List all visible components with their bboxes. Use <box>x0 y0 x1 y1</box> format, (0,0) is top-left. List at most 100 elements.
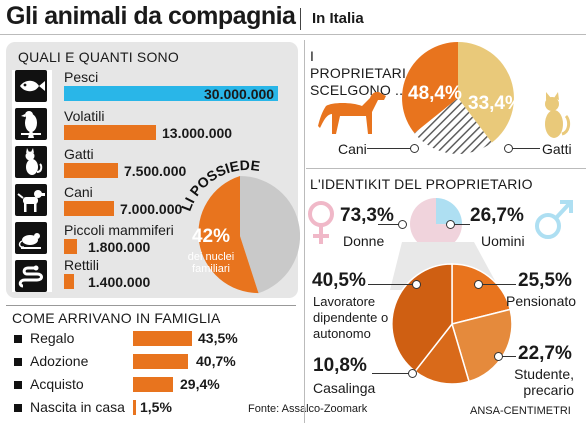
cat-illustration-icon <box>545 92 571 138</box>
identikit-donne-pct: 73,3% <box>340 205 394 226</box>
casalinga-leader-dot <box>408 369 417 378</box>
identikit-rule <box>306 168 586 169</box>
snake-icon <box>15 260 47 292</box>
arrivano-rule <box>6 305 296 306</box>
header-rule <box>0 34 586 35</box>
lavoratore-leader-line <box>368 284 414 285</box>
identikit-heading: L'IDENTIKIT DEL PROPRIETARIO <box>310 176 533 192</box>
arrivano-label-adozione: Adozione <box>30 353 89 369</box>
identikit-casalinga-label: Casalinga <box>313 380 376 396</box>
title-divider <box>300 8 301 30</box>
arrivano-label-regalo: Regalo <box>30 330 75 346</box>
identikit-lavoratore-pct: 40,5% <box>312 270 366 291</box>
possiede-pct: 42% <box>191 226 231 247</box>
page-subtitle: In Italia <box>312 10 364 27</box>
proprietari-pie <box>402 42 514 154</box>
quanti-value-cani: 7.000.000 <box>120 201 183 217</box>
quanti-value-gatti: 7.500.000 <box>124 163 187 179</box>
arrivano-bullet <box>14 335 22 343</box>
mouse-icon <box>15 222 47 254</box>
cat-icon <box>15 146 47 178</box>
identikit-casalinga-pct: 10,8% <box>313 355 367 376</box>
donne-leader-dot <box>398 220 407 229</box>
identikit-donne-label: Donne <box>343 233 385 249</box>
gender-slice-uomini <box>436 198 463 225</box>
quanti-bar-cani <box>64 201 114 216</box>
occupation-slice-pensionato <box>451 263 512 325</box>
identikit-studente-label: Studente, precario <box>514 366 574 398</box>
credit: ANSA-CENTIMETRI <box>470 405 571 417</box>
arrivano-bar-regalo <box>133 331 192 346</box>
possiede-slice-rest <box>240 176 300 294</box>
identikit-uomini-pct: 26,7% <box>470 205 524 226</box>
proprietari-heading: I PROPRIETARI SCELGONO ... <box>310 48 408 98</box>
proprietari-slice-gatti <box>458 42 514 143</box>
arrivano-bullet <box>14 404 22 412</box>
gatti-leader-line <box>510 148 540 149</box>
occupation-slice-studente <box>451 308 512 383</box>
identikit-lavoratore-label: Lavoratore dipendente o autonomo <box>313 294 389 341</box>
quanti-label-pesci: Pesci <box>64 69 99 85</box>
fish-icon <box>15 70 47 102</box>
arrivano-label-nascita: Nascita in casa <box>30 399 125 415</box>
arrivano-bar-adozione <box>133 354 188 369</box>
pensionato-leader-line <box>480 284 516 285</box>
quanti-bar-pesci <box>64 86 278 101</box>
quanti-bar-gatti <box>64 163 118 178</box>
studente-leader-line <box>500 356 516 357</box>
identikit-pensionato-label: Pensionato <box>506 293 577 309</box>
icon-column <box>12 70 52 292</box>
gatti-leader-dot <box>504 144 513 153</box>
quanti-label-cani: Cani <box>64 184 93 200</box>
arrivano-bar-acquisto <box>133 377 173 392</box>
arrivano-bar-nascita <box>133 400 136 415</box>
quanti-label-piccoli-mammiferi: Piccoli mammiferi <box>64 222 174 238</box>
possiede-pie: LI POSSIEDE <box>180 160 300 294</box>
proprietari-cani-pct: 48,4% <box>408 83 462 104</box>
donne-leader-line <box>378 224 400 225</box>
possiede-text: dei nuclei familiari <box>187 251 235 275</box>
page-title: Gli animali da compagnia <box>6 2 296 30</box>
quanti-bar-rettili <box>64 274 74 289</box>
gender-slice-donne <box>410 198 462 250</box>
quanti-value-rettili: 1.400.000 <box>88 274 151 290</box>
dog-illustration-icon <box>318 91 386 134</box>
quanti-label-gatti: Gatti <box>64 146 94 162</box>
arrivano-label-acquisto: Acquisto <box>30 376 84 392</box>
possiede-slice-42 <box>198 176 259 294</box>
arrivano-value-acquisto: 29,4% <box>180 376 220 392</box>
uomini-leader-dot <box>446 220 455 229</box>
proprietari-gatti-label: Gatti <box>542 141 572 157</box>
lavoratore-leader-dot <box>412 280 421 289</box>
proprietari-gatti-pct: 33,4% <box>468 93 522 114</box>
casalinga-leader-line <box>372 373 410 374</box>
identikit-pensionato-pct: 25,5% <box>518 270 572 291</box>
cani-leader-dot <box>410 144 419 153</box>
quanti-bar-volatili <box>64 125 156 140</box>
quanti-label-rettili: Rettili <box>64 257 100 273</box>
occupation-pie <box>392 263 512 385</box>
proprietari-slice-cani <box>402 42 458 134</box>
arrivano-bullet <box>14 381 22 389</box>
studente-leader-dot <box>494 352 503 361</box>
quanti-value-pesci: 30.000.000 <box>204 86 275 102</box>
identikit-uomini-label: Uomini <box>481 233 525 249</box>
arrivano-heading: COME ARRIVANO IN FAMIGLIA <box>12 310 221 326</box>
quanti-bar-piccoli-mammiferi <box>64 239 77 254</box>
cani-leader-line <box>367 148 411 149</box>
female-symbol-icon <box>308 201 334 244</box>
bird-icon <box>15 108 47 140</box>
arrivano-value-adozione: 40,7% <box>196 353 236 369</box>
arrivano-bullet <box>14 358 22 366</box>
quanti-value-volatili: 13.000.000 <box>162 125 233 141</box>
quanti-value-piccoli-mammiferi: 1.800.000 <box>88 239 151 255</box>
proprietari-cani-label: Cani <box>338 141 367 157</box>
pensionato-leader-dot <box>474 280 483 289</box>
uomini-leader-line <box>452 224 470 225</box>
quanti-label-volatili: Volatili <box>64 108 105 124</box>
quanti-heading: QUALI E QUANTI SONO <box>18 49 179 65</box>
proprietari-slice-altro <box>414 98 492 154</box>
gender-pie <box>410 198 463 250</box>
male-symbol-icon <box>535 200 573 239</box>
dog-icon <box>15 184 47 216</box>
